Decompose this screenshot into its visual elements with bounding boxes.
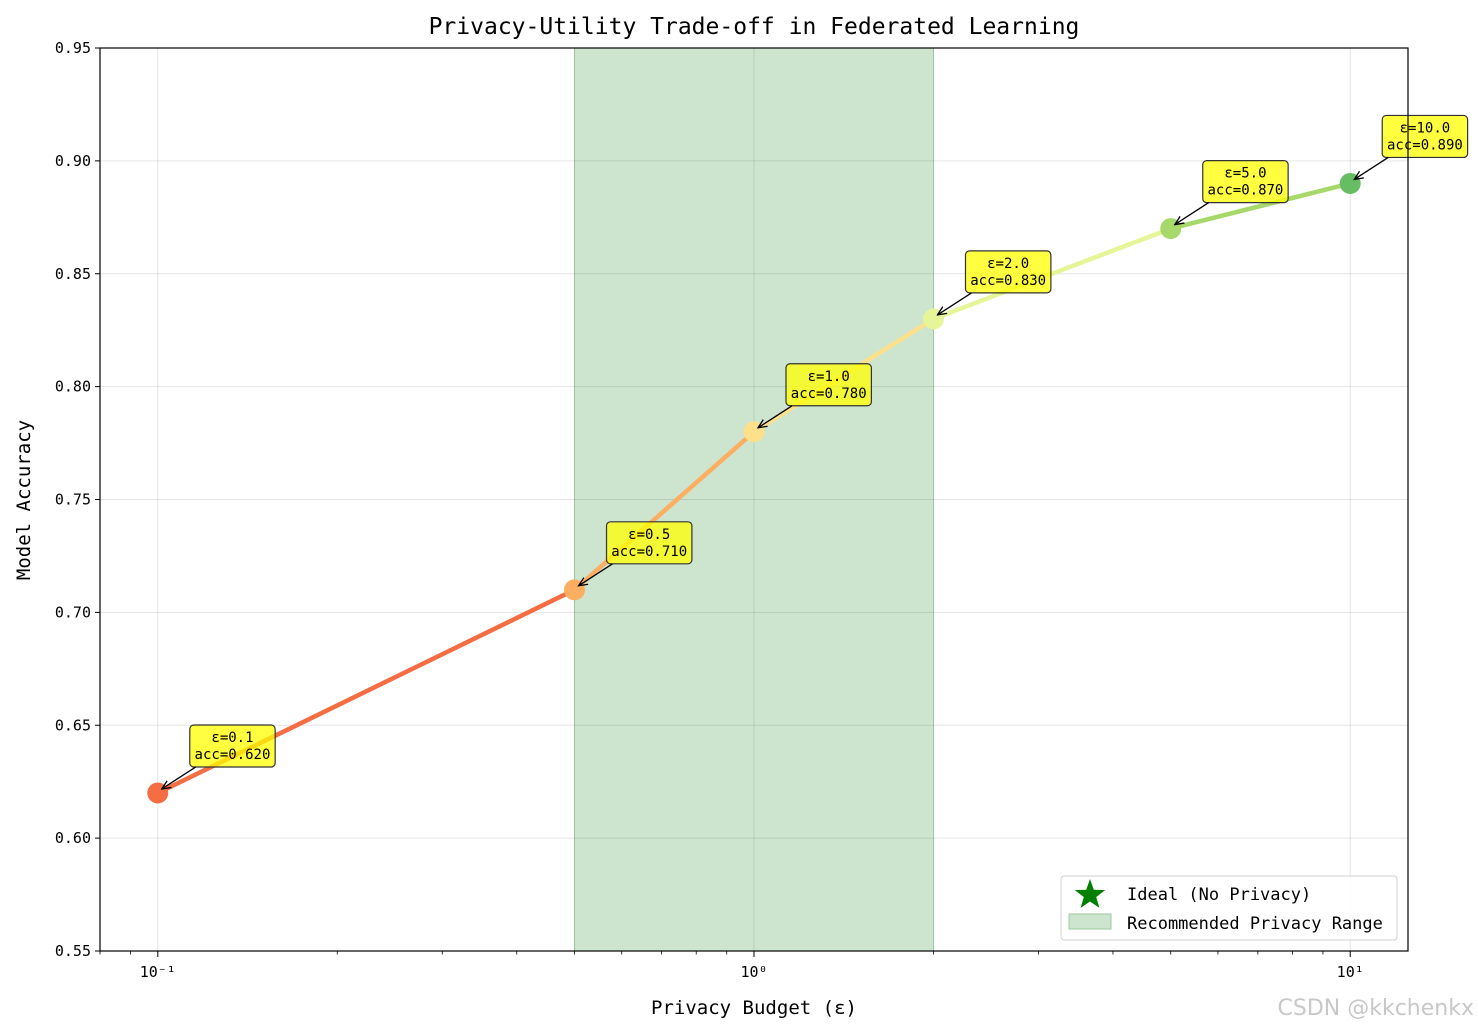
legend-patch-icon bbox=[1068, 913, 1112, 930]
annotation-label: acc=0.870 bbox=[1208, 183, 1284, 199]
annotation-box bbox=[189, 724, 276, 768]
data-point bbox=[922, 308, 944, 330]
y-tick-label: 0.75 bbox=[55, 491, 91, 509]
y-tick-label: 0.65 bbox=[55, 716, 91, 734]
annotation-label: acc=0.780 bbox=[791, 386, 867, 402]
x-tick-label: 10⁰ bbox=[740, 963, 767, 981]
data-point bbox=[564, 579, 586, 601]
y-tick-label: 0.70 bbox=[55, 603, 91, 621]
annotation-label: ε=5.0 bbox=[1224, 166, 1266, 182]
annotation-arrow bbox=[162, 766, 197, 789]
y-tick-label: 0.60 bbox=[55, 829, 91, 847]
annotation-box bbox=[1202, 160, 1289, 204]
annotation-label: ε=0.5 bbox=[628, 527, 670, 543]
y-tick-label: 0.80 bbox=[55, 378, 91, 396]
legend-entry-range: Recommended Privacy Range bbox=[1127, 914, 1383, 934]
y-tick-label: 0.95 bbox=[55, 39, 91, 57]
annotation-box bbox=[1381, 114, 1469, 159]
data-point bbox=[743, 421, 765, 443]
series-segment bbox=[931, 226, 1173, 322]
annotation-label: ε=2.0 bbox=[987, 256, 1029, 272]
annotation-label: acc=0.890 bbox=[1387, 137, 1463, 153]
annotation-arrow bbox=[1354, 156, 1389, 179]
series-segment bbox=[572, 429, 757, 593]
annotation-label: ε=1.0 bbox=[808, 369, 850, 385]
y-tick-label: 0.85 bbox=[55, 265, 91, 283]
y-axis-label: Model Accuracy bbox=[13, 420, 35, 580]
annotation-arrow bbox=[1175, 202, 1210, 225]
x-tick-label: 10¹ bbox=[1337, 963, 1364, 981]
annotation-label: acc=0.830 bbox=[970, 273, 1046, 289]
legend-frame bbox=[1060, 875, 1398, 941]
annotation-box bbox=[605, 521, 693, 565]
annotation-label: acc=0.620 bbox=[195, 747, 271, 763]
x-tick-label: 10⁻¹ bbox=[140, 963, 176, 981]
annotation-box bbox=[964, 250, 1052, 294]
annotation-label: acc=0.710 bbox=[611, 544, 687, 560]
annotation-box bbox=[785, 363, 873, 407]
annotation-arrow bbox=[937, 292, 972, 315]
annotation-arrow bbox=[579, 563, 613, 586]
legend: Ideal (No Privacy) Recommended Privacy Ra… bbox=[1060, 875, 1398, 941]
x-axis-label: Privacy Budget (ε) bbox=[651, 997, 857, 1019]
y-tick-label: 0.90 bbox=[55, 152, 91, 170]
annotation-arrow bbox=[758, 405, 793, 428]
annotation-label: ε=0.1 bbox=[211, 730, 253, 746]
chart-title: Privacy-Utility Trade-off in Federated L… bbox=[429, 14, 1080, 40]
series-segment bbox=[1168, 181, 1353, 231]
annotation-label: ε=10.0 bbox=[1400, 120, 1451, 136]
legend-entry-ideal: Ideal (No Privacy) bbox=[1127, 885, 1311, 905]
y-tick-label: 0.55 bbox=[55, 942, 91, 960]
legend-star-icon bbox=[1074, 879, 1106, 908]
recommended-range-band bbox=[574, 47, 934, 952]
watermark: CSDN @kkchenkx bbox=[1278, 996, 1474, 1021]
data-point bbox=[147, 782, 169, 804]
data-point bbox=[1339, 172, 1361, 194]
data-point bbox=[1160, 218, 1182, 240]
